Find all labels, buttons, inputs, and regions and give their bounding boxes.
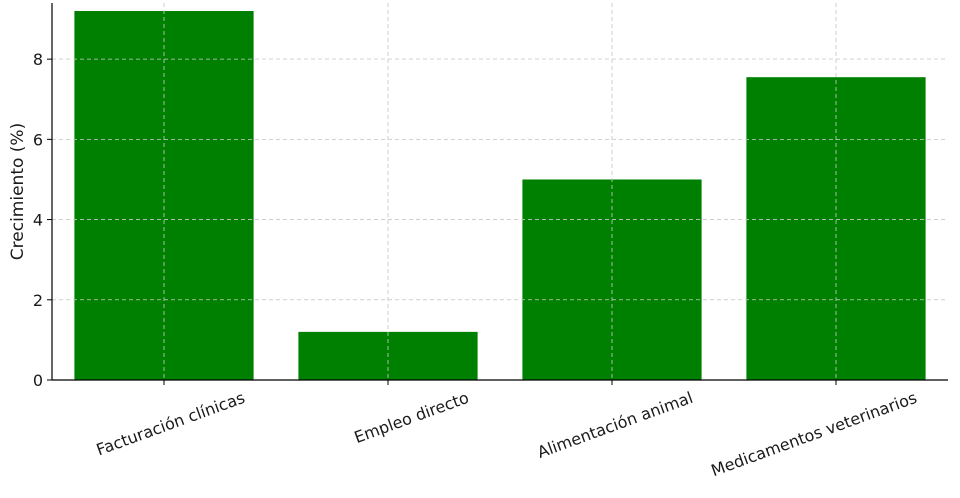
x-tick-label: Empleo directo [352, 388, 472, 447]
bars-layer [52, 3, 948, 381]
x-tick-label: Medicamentos veterinarios [709, 388, 920, 480]
y-tick-label: 2 [33, 291, 43, 310]
y-tick-label: 8 [33, 50, 43, 69]
x-tick-label: Alimentación animal [535, 388, 696, 462]
y-tick-label: 6 [33, 130, 43, 149]
y-tick-label: 0 [33, 371, 43, 390]
y-tick-label: 4 [33, 211, 43, 230]
x-tick-label: Facturación clínicas [94, 388, 248, 459]
y-axis-label: Crecimiento (%) [8, 123, 28, 260]
